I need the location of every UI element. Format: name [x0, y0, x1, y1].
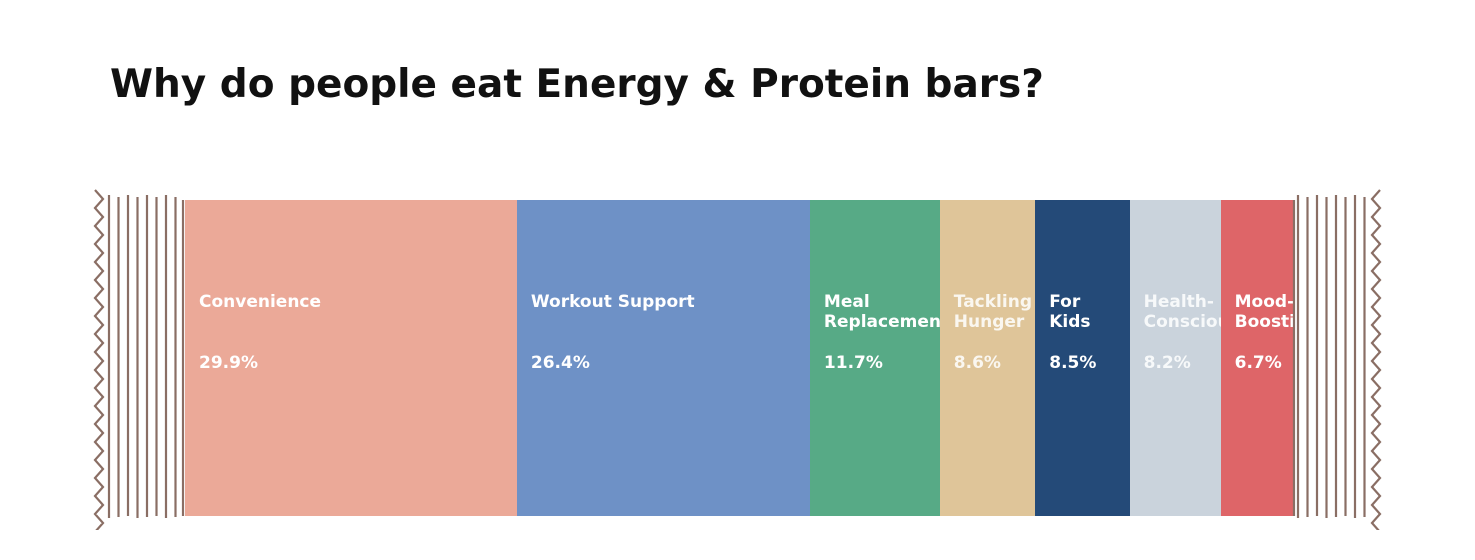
- segment-label: Tackling Hunger: [953, 292, 1032, 332]
- segment-label: For Kids: [1049, 292, 1091, 332]
- wrapper-left: [93, 189, 185, 530]
- segment-label: Convenience: [199, 292, 322, 312]
- segment-label: Meal Replacement: [823, 292, 950, 332]
- segment-label: Mood-Boosting: [1234, 292, 1320, 332]
- segment-label: Health-Conscious: [1143, 292, 1240, 332]
- bar-segment: Meal Replacement 11.7%: [809, 200, 950, 516]
- chart-title: Why do people eat Energy & Protein bars?: [110, 62, 1044, 107]
- segment-label: Workout Support: [530, 292, 695, 312]
- value-label: 29.9%: [199, 353, 258, 373]
- bar-segment: Tackling Hunger 8.6%: [939, 200, 1036, 516]
- wrapper-line: [93, 189, 105, 530]
- bar-segment: Workout Support 26.4%: [516, 200, 810, 516]
- bar-segment: Health-Conscious 8.2%: [1129, 200, 1240, 516]
- wrapper-right: [1292, 189, 1382, 530]
- value-label: 11.7%: [823, 353, 883, 373]
- bar-segment: For Kids 8.5%: [1035, 200, 1130, 516]
- value-label: 8.6%: [953, 353, 1001, 373]
- value-label: 8.5%: [1049, 353, 1097, 373]
- bar-segment: Convenience 29.9%: [185, 200, 517, 516]
- value-label: 6.7%: [1234, 353, 1282, 373]
- wrapper-line: [1370, 189, 1382, 530]
- bar-segment: Mood-Boosting 6.7%: [1220, 200, 1320, 516]
- stacked-bar: Convenience 29.9% Workout Support 26.4% Meal…: [185, 200, 1320, 516]
- value-label: 26.4%: [530, 353, 590, 373]
- value-label: 8.2%: [1143, 353, 1191, 373]
